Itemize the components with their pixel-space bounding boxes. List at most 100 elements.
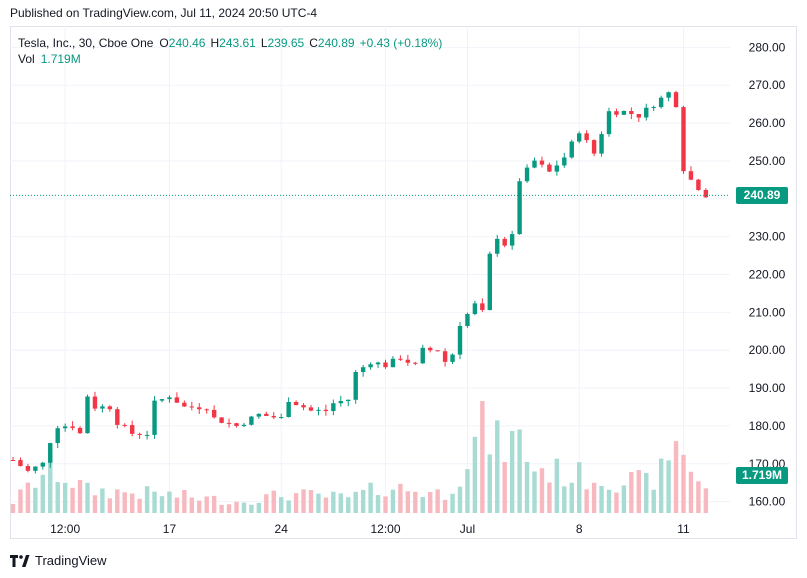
candle-body — [517, 181, 522, 235]
candle-body — [495, 238, 500, 254]
legend-high-value: 243.61 — [219, 36, 256, 50]
x-axis: 12:00 17 24 12:00 Jul 8 11 — [50, 522, 690, 536]
candle-body — [130, 425, 135, 434]
candle-body — [703, 189, 709, 198]
volume-bar — [55, 482, 60, 513]
published-label: Published on TradingView.com, Jul 11, 20… — [10, 6, 318, 20]
candle-body — [189, 406, 194, 408]
candle-body — [100, 406, 105, 409]
volume-bar — [189, 497, 194, 513]
candle-body — [666, 92, 671, 98]
candle-body — [360, 367, 366, 373]
x-tick-label: Jul — [460, 522, 475, 536]
volume-bar — [18, 489, 23, 513]
candle-body — [390, 358, 396, 368]
chart-frame — [10, 26, 797, 539]
candle-body — [219, 417, 224, 423]
volume-bar — [398, 483, 403, 513]
candle-body — [644, 107, 649, 118]
volume-bar — [390, 489, 396, 513]
candle-body — [547, 164, 552, 172]
candle-body — [457, 325, 463, 355]
volume-bar — [40, 474, 45, 513]
volume-bar — [167, 491, 172, 513]
candle-body — [532, 160, 537, 168]
volume-bar — [673, 441, 679, 513]
legend-change: +0.43 (+0.18%) — [359, 36, 443, 50]
volume-bar — [688, 471, 694, 513]
grid-layer — [10, 26, 730, 513]
volume-bar — [450, 493, 455, 513]
volume-bar — [130, 493, 135, 513]
candle-body — [77, 427, 83, 434]
volume-bar — [85, 482, 90, 513]
volume-bar — [107, 498, 113, 513]
candle-body — [636, 114, 641, 118]
volume-bar — [10, 503, 16, 513]
volume-bar — [144, 486, 150, 513]
footer-brand-label: TradingView — [35, 553, 107, 568]
volume-bar — [442, 499, 448, 513]
volume-bar — [629, 472, 634, 513]
candle-body — [70, 426, 75, 428]
volume-bar — [591, 482, 597, 513]
volume-bar — [256, 502, 262, 513]
candle-body — [673, 92, 679, 108]
volume-bar — [524, 461, 530, 513]
candle-body — [606, 111, 612, 135]
volume-bar — [234, 501, 239, 513]
candle-body — [338, 401, 343, 404]
candle-body — [658, 97, 664, 108]
volume-bar — [547, 482, 552, 513]
candle-body — [584, 133, 589, 141]
volume-tag: 1.719M — [736, 467, 788, 484]
volume-bar — [554, 458, 560, 513]
candle-body — [55, 428, 60, 444]
volume-bar — [614, 492, 619, 513]
legend-close-label: C — [309, 36, 318, 50]
candle-body — [577, 133, 582, 142]
volume-bar — [457, 486, 463, 513]
candle-body — [591, 140, 597, 154]
y-tick-label: 180.00 — [749, 419, 786, 433]
candle-body — [92, 396, 98, 409]
legend-close-value: 240.89 — [317, 36, 355, 50]
volume-bar — [182, 490, 187, 513]
candle-body — [442, 351, 448, 362]
y-tick-label: 260.00 — [749, 116, 786, 130]
legend-vol-value: 1.719M — [40, 52, 81, 66]
candle-body — [10, 460, 16, 461]
candle-layer — [10, 90, 709, 474]
volume-bar — [92, 495, 98, 513]
candle-body — [174, 397, 180, 403]
candle-body — [18, 460, 23, 467]
candle-body — [398, 358, 403, 360]
candle-body — [428, 347, 433, 351]
candle-body — [122, 424, 127, 426]
candle-body — [115, 409, 120, 425]
volume-bar — [651, 489, 656, 513]
candle-body — [509, 234, 515, 246]
volume-bar — [62, 482, 68, 513]
candle-body — [256, 413, 262, 417]
y-tick-label: 190.00 — [749, 381, 786, 395]
volume-bar — [428, 492, 433, 513]
candle-body — [368, 364, 373, 368]
volume-bar — [465, 469, 470, 513]
footer-brand[interactable]: TradingView — [10, 553, 107, 568]
volume-bar — [599, 485, 604, 513]
volume-bar — [353, 491, 358, 513]
candle-body — [599, 134, 604, 154]
candle-body — [331, 403, 336, 412]
y-axis: 160.00170.00180.00190.00200.00210.00220.… — [749, 40, 786, 508]
candle-body — [159, 399, 165, 401]
volume-bar — [413, 491, 418, 513]
candle-body — [211, 409, 217, 418]
candlestick-chart[interactable]: 160.00170.00180.00190.00200.00210.00220.… — [10, 26, 797, 539]
candle-body — [554, 165, 560, 172]
candle-body — [85, 396, 90, 434]
candle-body — [375, 362, 381, 365]
legend-open-value: 240.46 — [168, 36, 206, 50]
candle-body — [323, 409, 329, 412]
volume-bar — [346, 497, 351, 513]
